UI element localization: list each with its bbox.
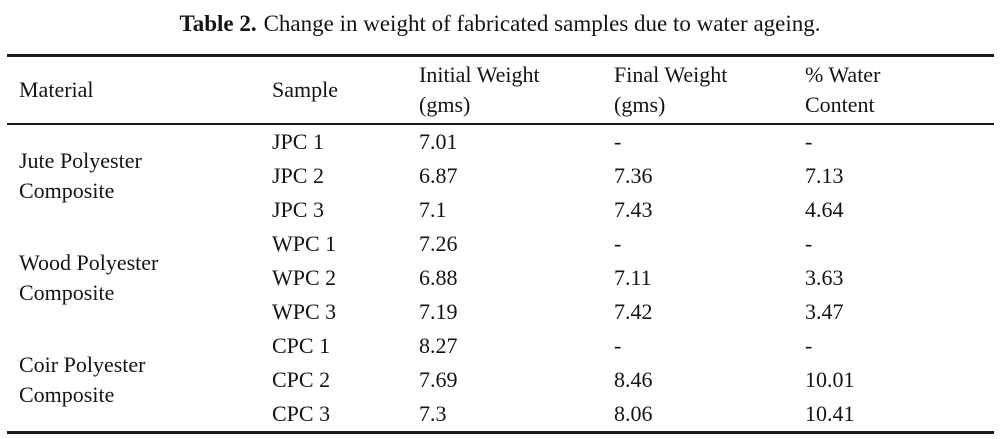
water-content-cell: 10.41 (805, 401, 855, 426)
col-header-initial-weight: Initial Weight (gms) (419, 55, 614, 125)
water-content-cell: 3.47 (805, 299, 844, 324)
final-weight-cell: - (614, 231, 622, 256)
data-table: Material Sample Initial Weight (gms) Fin… (7, 54, 994, 434)
water-content-cell: 7.13 (805, 163, 844, 188)
sample-cell: JPC 3 (272, 197, 324, 222)
material-cell-coir: Coir Polyester Composite (19, 352, 146, 407)
final-weight-cell: - (614, 129, 622, 154)
final-weight-cell: 7.43 (614, 197, 653, 222)
initial-weight-cell: 7.19 (419, 299, 458, 324)
table-row: JPC 3 7.1 7.43 4.64 (7, 193, 994, 227)
table-row: Coir Polyester Composite CPC 1 8.27 - - (7, 329, 994, 407)
sample-cell: WPC 3 (272, 299, 337, 324)
final-weight-cell: 8.06 (614, 401, 653, 426)
water-content-cell: - (805, 333, 813, 358)
table-row: WPC 3 7.19 7.42 3.47 (7, 295, 994, 329)
initial-weight-cell: 6.88 (419, 265, 458, 290)
sample-cell: WPC 1 (272, 231, 337, 256)
table-row: Jute Polyester Composite JPC 1 7.01 - - (7, 124, 994, 203)
final-weight-cell: 8.46 (614, 367, 653, 392)
col-header-final-weight: Final Weight (gms) (614, 55, 805, 125)
water-content-cell: 3.63 (805, 265, 844, 290)
table-row: JPC 2 6.87 7.36 7.13 (7, 159, 994, 193)
sample-cell: WPC 2 (272, 265, 337, 290)
initial-weight-cell: 7.01 (419, 129, 458, 154)
col-header-water-content: % Water Content (805, 55, 994, 125)
table-caption: Table 2. Change in weight of fabricated s… (0, 0, 1000, 40)
table-row: Wood Polyester Composite WPC 1 7.26 - - (7, 227, 994, 305)
material-cell-jute: Jute Polyester Composite (19, 148, 142, 203)
water-content-cell: - (805, 129, 813, 154)
initial-weight-cell: 7.1 (419, 197, 447, 222)
material-cell-wood: Wood Polyester Composite (19, 250, 159, 305)
water-content-cell: 4.64 (805, 197, 844, 222)
initial-weight-cell: 7.26 (419, 231, 458, 256)
col-header-sample: Sample (272, 55, 419, 125)
header-row: Material Sample Initial Weight (gms) Fin… (7, 55, 994, 125)
water-content-cell: 10.01 (805, 367, 855, 392)
final-weight-cell: 7.42 (614, 299, 653, 324)
initial-weight-cell: 6.87 (419, 163, 458, 188)
initial-weight-cell: 8.27 (419, 333, 458, 358)
sample-cell: CPC 2 (272, 367, 331, 392)
initial-weight-cell: 7.3 (419, 401, 447, 426)
sample-cell: JPC 1 (272, 129, 324, 154)
initial-weight-cell: 7.69 (419, 367, 458, 392)
table-caption-label: Table 2. (179, 11, 257, 36)
water-content-cell: - (805, 231, 813, 256)
sample-cell: CPC 1 (272, 333, 331, 358)
final-weight-cell: 7.36 (614, 163, 653, 188)
final-weight-cell: - (614, 333, 622, 358)
table-row: CPC 2 7.69 8.46 10.01 (7, 363, 994, 397)
final-weight-cell: 7.11 (614, 265, 652, 290)
sample-cell: JPC 2 (272, 163, 324, 188)
table-row: CPC 3 7.3 8.06 10.41 (7, 397, 994, 433)
col-header-material: Material (7, 55, 272, 125)
sample-cell: CPC 3 (272, 401, 331, 426)
table-caption-text: Change in weight of fabricated samples d… (263, 11, 821, 36)
table-row: WPC 2 6.88 7.11 3.63 (7, 261, 994, 295)
